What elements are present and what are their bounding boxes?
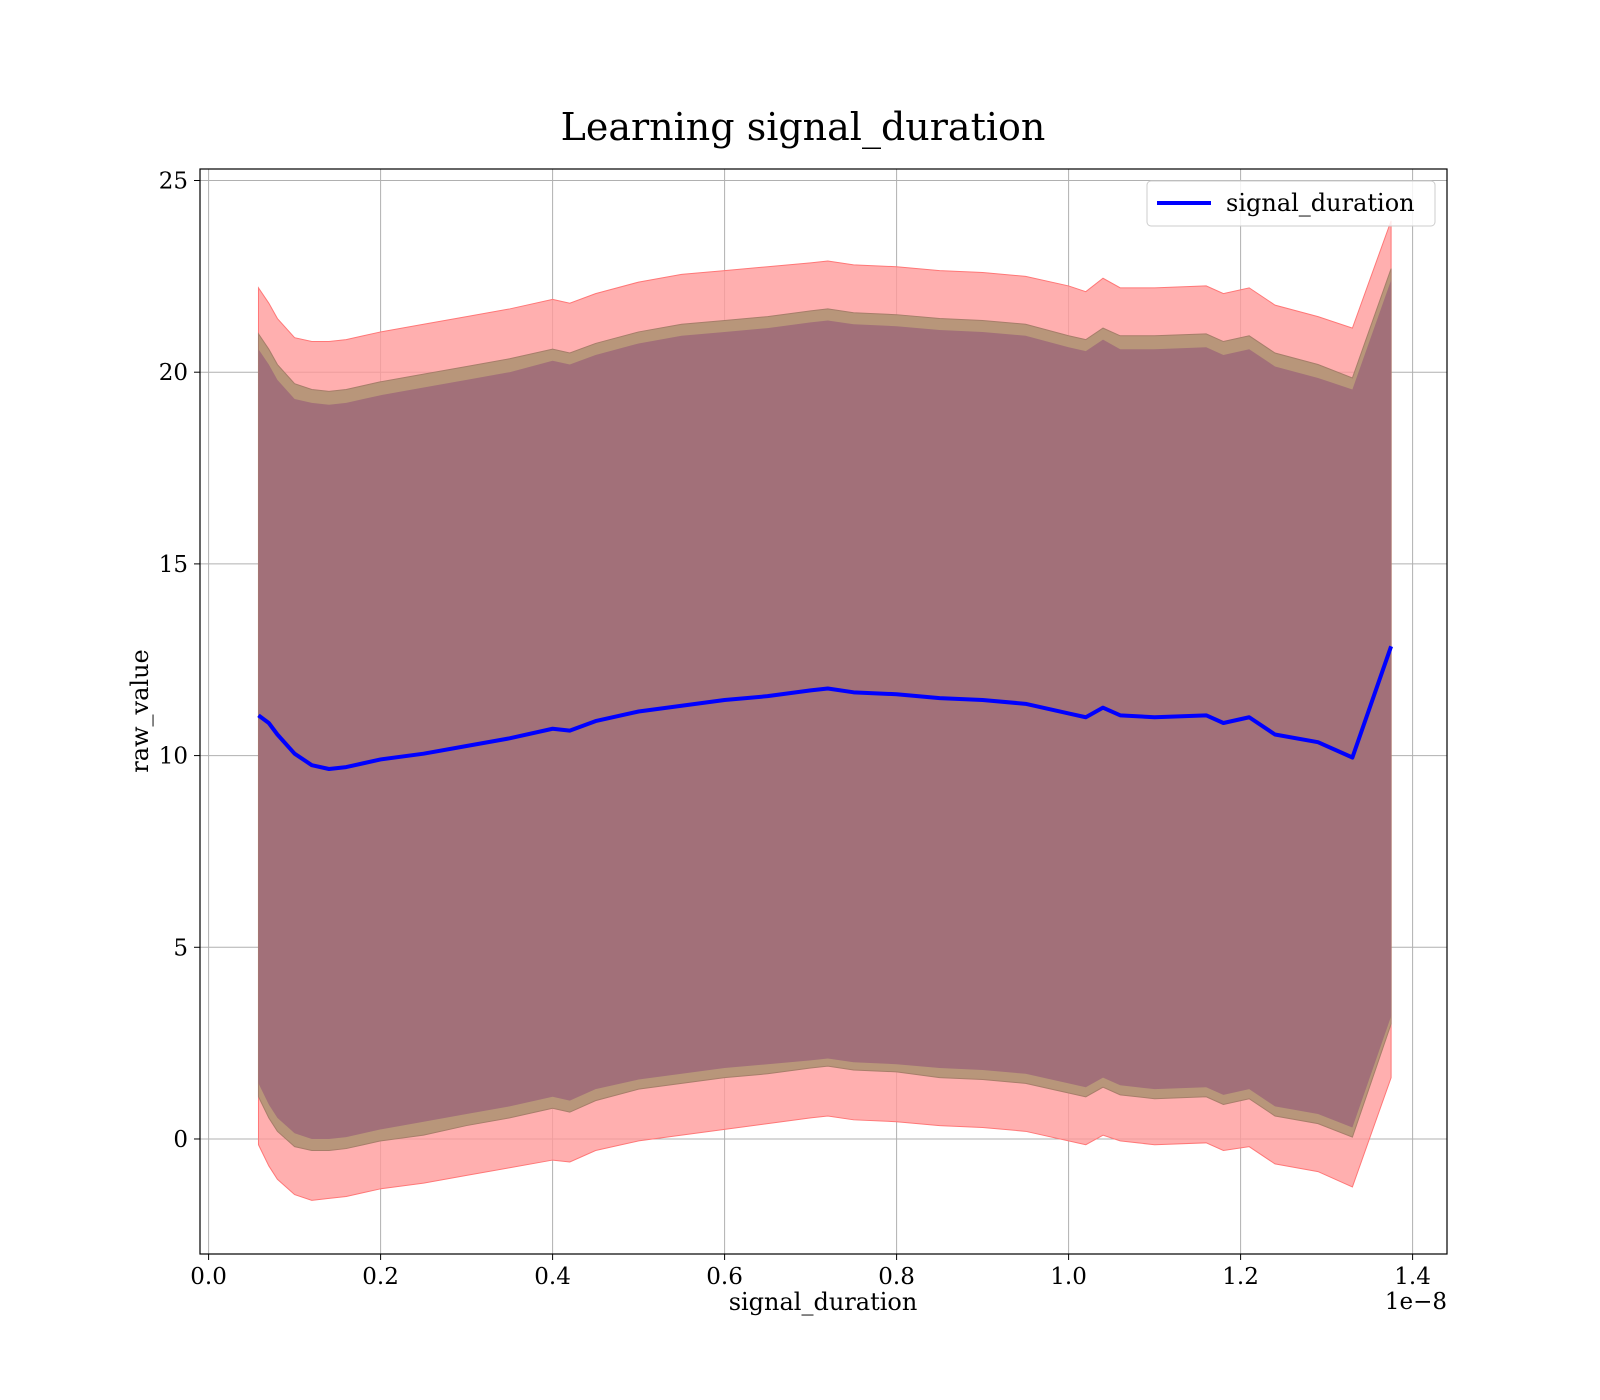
y-tick-label-1: 5 (173, 935, 188, 961)
x-axis-ticks: 0.0 0.2 0.4 0.6 0.8 1.0 1.2 1.4 (190, 1254, 1431, 1290)
y-axis-label: raw_value (126, 649, 154, 773)
x-tick-label-2: 0.4 (534, 1264, 571, 1290)
y-tick-label-0: 0 (173, 1127, 188, 1153)
plot-frame (199, 168, 1448, 1255)
legend: signal_duration (1146, 180, 1436, 227)
y-tick-label-3: 15 (159, 552, 188, 578)
series-lines (257, 645, 1393, 772)
y-tick-label-5: 25 (159, 169, 188, 195)
x-tick-label-3: 0.6 (706, 1264, 743, 1290)
x-axis-label: signal_duration (729, 1288, 918, 1316)
y-tick-label-4: 20 (159, 360, 188, 386)
x-tick-label-0: 0.0 (190, 1264, 227, 1290)
legend-box (1146, 180, 1436, 227)
x-tick-label-5: 1.0 (1050, 1264, 1087, 1290)
chart-title: Learning signal_duration (561, 105, 1046, 150)
y-tick-label-2: 10 (159, 744, 188, 770)
series-line-0 (257, 645, 1393, 772)
x-tick-label-6: 1.2 (1222, 1264, 1259, 1290)
x-tick-label-1: 0.2 (362, 1264, 399, 1290)
inner-band (258, 280, 1392, 1139)
x-tick-label-7: 1.4 (1394, 1264, 1431, 1290)
legend-label: signal_duration (1226, 189, 1415, 217)
x-tick-label-4: 0.8 (878, 1264, 915, 1290)
uncertainty-bands (257, 220, 1392, 1201)
y-axis-ticks: 0 5 10 15 20 25 (159, 169, 200, 1153)
x-axis-scale-label: 1e−8 (1385, 1289, 1447, 1315)
